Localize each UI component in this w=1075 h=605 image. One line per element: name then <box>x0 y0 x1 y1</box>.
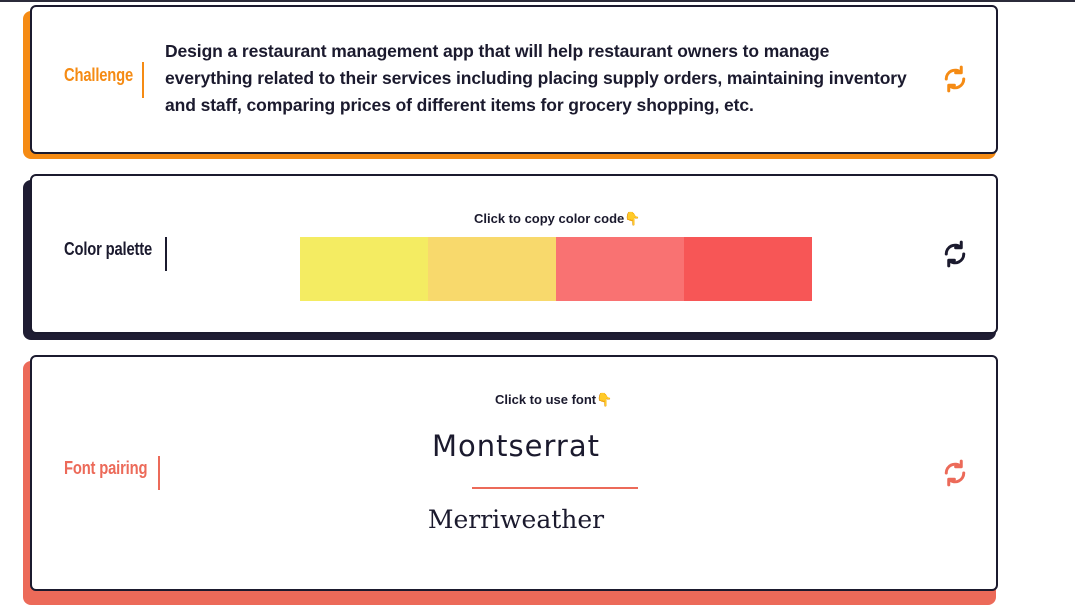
font-refresh-button[interactable] <box>940 458 970 488</box>
palette-section: Color palette Click to copy color code👇 <box>23 174 998 340</box>
palette-card: Color palette Click to copy color code👇 <box>30 174 998 334</box>
font-hint-text: Click to use font <box>495 392 597 407</box>
palette-refresh-button[interactable] <box>940 239 970 269</box>
font-hint: Click to use font👇 <box>495 392 612 408</box>
refresh-icon <box>944 240 966 268</box>
top-border <box>0 0 1075 2</box>
font-pairing-label: Font pairing <box>64 458 148 478</box>
refresh-icon <box>944 65 966 93</box>
palette-hint-text: Click to copy color code <box>474 211 625 226</box>
font-pairing-section: Font pairing Click to use font👇 Montserr… <box>23 355 998 605</box>
palette-label-divider <box>165 237 167 271</box>
challenge-refresh-button[interactable] <box>940 64 970 94</box>
color-swatch-4[interactable] <box>684 237 812 301</box>
challenge-label: Challenge <box>64 65 134 85</box>
color-swatch-1[interactable] <box>300 237 428 301</box>
color-swatch-3[interactable] <box>556 237 684 301</box>
challenge-description: Design a restaurant management app that … <box>165 41 907 115</box>
challenge-label-divider <box>142 62 144 98</box>
refresh-icon <box>944 459 966 487</box>
color-swatch-2[interactable] <box>428 237 556 301</box>
font-label-divider <box>158 456 160 490</box>
font-divider <box>472 487 638 489</box>
pointing-down-icon: 👇 <box>624 211 641 226</box>
font-pairing-card: Font pairing Click to use font👇 Montserr… <box>30 355 998 591</box>
palette-label: Color palette <box>64 239 153 259</box>
challenge-card: Challenge Design a restaurant management… <box>30 5 998 154</box>
secondary-font-option[interactable]: Merriweather <box>427 505 605 534</box>
primary-font-option[interactable]: Montserrat <box>432 429 600 463</box>
palette-hint: Click to copy color code👇 <box>474 211 640 227</box>
challenge-section: Challenge Design a restaurant management… <box>23 5 998 159</box>
pointing-down-icon: 👇 <box>596 392 613 407</box>
color-swatches <box>300 237 812 301</box>
